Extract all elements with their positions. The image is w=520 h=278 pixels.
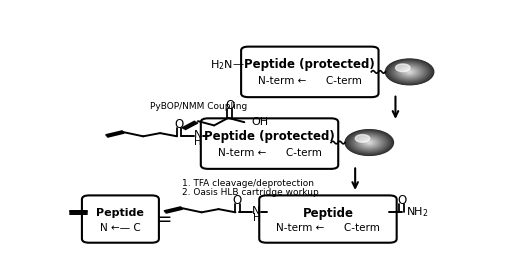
Text: O: O bbox=[225, 99, 235, 111]
Circle shape bbox=[359, 137, 380, 148]
Circle shape bbox=[357, 136, 382, 149]
Circle shape bbox=[393, 63, 426, 81]
Circle shape bbox=[390, 61, 429, 82]
Circle shape bbox=[408, 71, 411, 73]
Circle shape bbox=[405, 70, 414, 74]
Text: N-term ←      C-term: N-term ← C-term bbox=[217, 148, 321, 158]
Circle shape bbox=[395, 64, 424, 80]
Circle shape bbox=[359, 137, 379, 148]
Text: Peptide: Peptide bbox=[97, 208, 145, 218]
Text: OH: OH bbox=[252, 117, 269, 127]
Text: =: = bbox=[157, 210, 173, 229]
Circle shape bbox=[367, 142, 371, 144]
FancyBboxPatch shape bbox=[259, 195, 397, 243]
Text: N-term ←      C-term: N-term ← C-term bbox=[276, 223, 380, 233]
Circle shape bbox=[388, 60, 432, 83]
Circle shape bbox=[361, 138, 378, 147]
Circle shape bbox=[386, 59, 433, 84]
Circle shape bbox=[347, 131, 391, 154]
Circle shape bbox=[403, 68, 417, 76]
Circle shape bbox=[408, 71, 411, 73]
Circle shape bbox=[358, 136, 381, 149]
Circle shape bbox=[396, 64, 410, 72]
FancyBboxPatch shape bbox=[82, 195, 159, 243]
Circle shape bbox=[364, 140, 374, 145]
Text: H: H bbox=[194, 137, 202, 147]
Text: N ←— C: N ←— C bbox=[100, 223, 141, 233]
Text: 2. Oasis HLB cartridge workup: 2. Oasis HLB cartridge workup bbox=[182, 188, 319, 197]
Circle shape bbox=[385, 59, 434, 85]
Circle shape bbox=[396, 65, 423, 79]
Circle shape bbox=[367, 141, 372, 144]
Circle shape bbox=[407, 70, 412, 73]
Text: O: O bbox=[174, 118, 184, 131]
Circle shape bbox=[355, 135, 384, 150]
Circle shape bbox=[352, 133, 387, 152]
Circle shape bbox=[353, 134, 385, 151]
Text: Peptide (protected): Peptide (protected) bbox=[244, 58, 375, 71]
Circle shape bbox=[352, 133, 386, 152]
Circle shape bbox=[366, 141, 373, 145]
Circle shape bbox=[347, 131, 392, 155]
Circle shape bbox=[360, 138, 379, 147]
Circle shape bbox=[350, 133, 388, 152]
Circle shape bbox=[392, 63, 427, 81]
Circle shape bbox=[405, 69, 415, 75]
Circle shape bbox=[387, 60, 432, 84]
Circle shape bbox=[368, 142, 370, 143]
Circle shape bbox=[400, 67, 420, 77]
Circle shape bbox=[406, 70, 413, 74]
Text: H$_2$N—: H$_2$N— bbox=[210, 58, 244, 71]
Text: O: O bbox=[397, 194, 406, 207]
Circle shape bbox=[397, 65, 422, 78]
Circle shape bbox=[346, 130, 393, 155]
Circle shape bbox=[391, 62, 428, 82]
Circle shape bbox=[355, 135, 383, 150]
FancyBboxPatch shape bbox=[241, 47, 379, 97]
Circle shape bbox=[365, 140, 374, 145]
Circle shape bbox=[363, 139, 375, 146]
Circle shape bbox=[402, 68, 417, 76]
Circle shape bbox=[399, 66, 420, 78]
Circle shape bbox=[400, 67, 419, 77]
Text: N: N bbox=[252, 206, 261, 216]
Text: N-term ←      C-term: N-term ← C-term bbox=[258, 76, 362, 86]
FancyBboxPatch shape bbox=[201, 118, 338, 169]
Text: NH$_2$: NH$_2$ bbox=[406, 205, 429, 219]
Circle shape bbox=[389, 61, 430, 83]
Circle shape bbox=[350, 132, 388, 153]
Text: O: O bbox=[233, 194, 242, 207]
Circle shape bbox=[356, 136, 382, 150]
Circle shape bbox=[349, 132, 389, 153]
Circle shape bbox=[355, 135, 370, 142]
Text: 1. TFA cleavage/deprotection: 1. TFA cleavage/deprotection bbox=[182, 179, 314, 188]
Circle shape bbox=[348, 131, 391, 154]
Circle shape bbox=[388, 61, 431, 83]
Circle shape bbox=[398, 66, 421, 78]
Circle shape bbox=[401, 68, 418, 76]
Text: H: H bbox=[253, 213, 261, 223]
Circle shape bbox=[345, 130, 394, 155]
Text: Peptide (protected): Peptide (protected) bbox=[204, 130, 335, 143]
Text: N: N bbox=[194, 130, 202, 140]
Text: Peptide: Peptide bbox=[303, 207, 354, 220]
Circle shape bbox=[362, 139, 376, 146]
Circle shape bbox=[354, 134, 385, 151]
Circle shape bbox=[396, 64, 423, 79]
Circle shape bbox=[362, 138, 377, 147]
Circle shape bbox=[393, 63, 426, 81]
Circle shape bbox=[404, 69, 415, 75]
Text: PyBOP/NMM Coupling: PyBOP/NMM Coupling bbox=[150, 102, 247, 111]
Circle shape bbox=[394, 64, 425, 80]
